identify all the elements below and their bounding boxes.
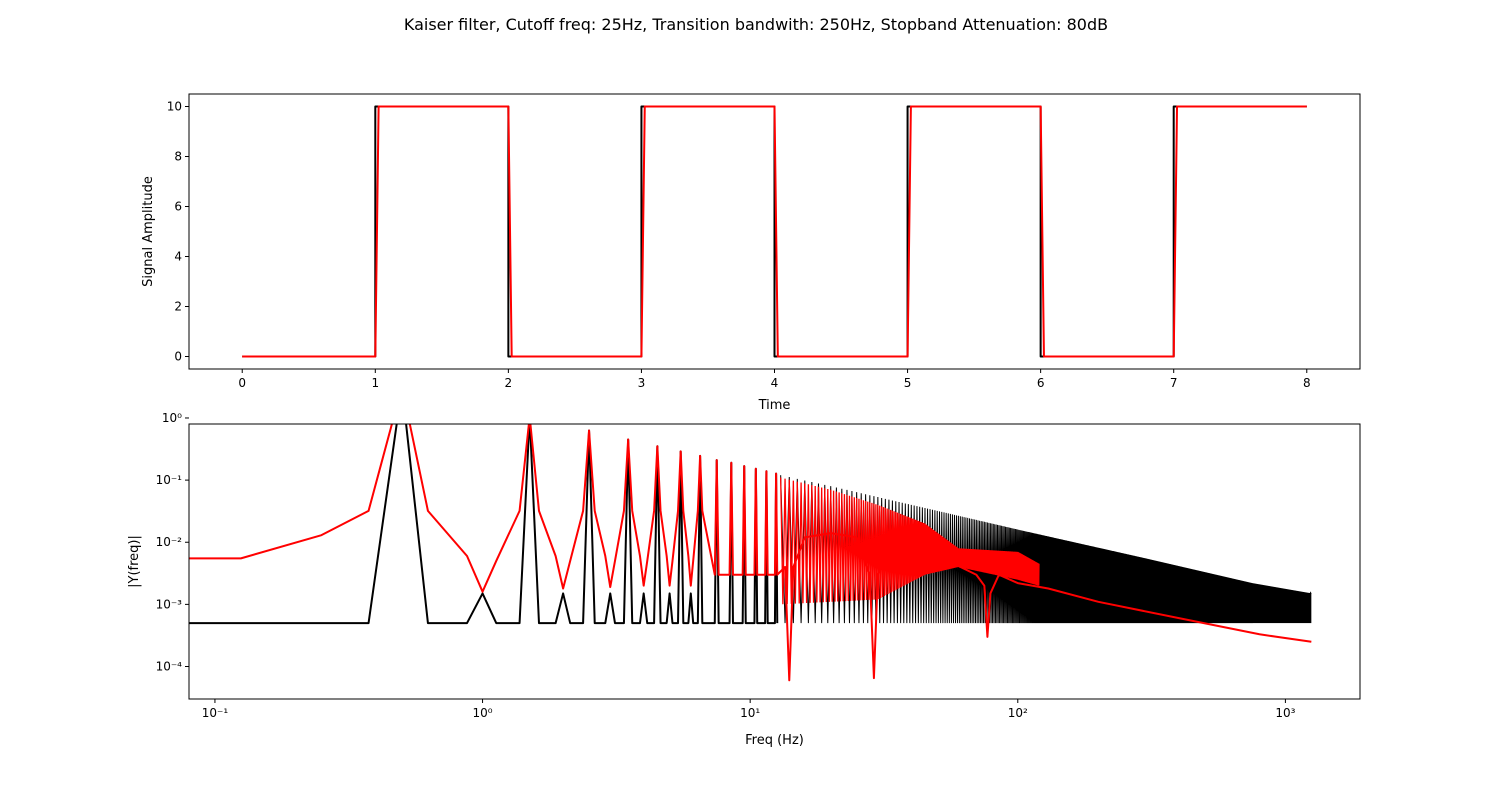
time-domain-xtick-label: 6 bbox=[1037, 376, 1045, 390]
frequency-domain-frame bbox=[188, 423, 1361, 700]
time-domain-plot-area bbox=[242, 105, 1307, 358]
frequency-domain-xtick-label: 10⁰ bbox=[473, 706, 493, 720]
time-domain-ytick-label: 4 bbox=[174, 250, 182, 264]
time-domain-ytick-label: 10 bbox=[167, 100, 182, 114]
time-domain-xtick-label: 0 bbox=[238, 376, 246, 390]
frequency-domain-xtick-label: 10⁻¹ bbox=[202, 706, 229, 720]
frequency-domain-xtick-label: 10² bbox=[1008, 706, 1028, 720]
original-spectrum-line bbox=[189, 424, 779, 625]
time-domain-ytick-label: 0 bbox=[174, 350, 182, 364]
filtered-signal-line bbox=[242, 105, 1307, 358]
frequency-domain-plot-area bbox=[189, 424, 1312, 682]
time-domain-xtick-label: 2 bbox=[505, 376, 513, 390]
time-domain-ytick-label: 2 bbox=[174, 300, 182, 314]
time-domain-xtick-label: 3 bbox=[638, 376, 646, 390]
time-domain-xtick-label: 4 bbox=[771, 376, 779, 390]
time-domain-xtick-label: 7 bbox=[1170, 376, 1178, 390]
original-spectrum-dense-band bbox=[780, 475, 1312, 624]
frequency-domain-ytick-label: 10⁻¹ bbox=[156, 473, 183, 487]
frequency-domain-ytick-label: 10⁰ bbox=[162, 411, 182, 425]
time-domain-xtick-label: 5 bbox=[904, 376, 912, 390]
original-spectrum-floor-band bbox=[1251, 593, 1312, 624]
filtered-spectrum-line bbox=[189, 424, 1312, 682]
frequency-domain-ytick-label: 10⁻⁴ bbox=[156, 660, 183, 674]
time-domain-ytick-label: 8 bbox=[174, 150, 182, 164]
figure-title: Kaiser filter, Cutoff freq: 25Hz, Transi… bbox=[404, 15, 1108, 34]
time-domain-xlabel: Time bbox=[758, 398, 791, 413]
frequency-domain-ytick-label: 10⁻² bbox=[156, 535, 183, 549]
time-domain-axes: 0 1 2 3 4 5 6 7 8 0 2 4 6 8 10 Time Signal Amplitude bbox=[141, 93, 1361, 413]
frequency-domain-axes: 10⁻¹ 10⁰ 10¹ 10² 10³ 10⁻⁴ 10⁻³ 10⁻² 10⁻¹ 10⁰ Freq… bbox=[127, 411, 1361, 748]
frequency-domain-ticks: 10⁻¹ 10⁰ 10¹ 10² 10³ 10⁻⁴ 10⁻³ 10⁻² 10⁻¹ 10⁰ bbox=[156, 411, 1296, 720]
time-domain-ticks: 0 1 2 3 4 5 6 7 8 0 2 4 6 8 10 bbox=[167, 100, 1311, 391]
time-domain-ylabel: Signal Amplitude bbox=[141, 176, 156, 287]
frequency-domain-xtick-label: 10³ bbox=[1275, 706, 1295, 720]
time-domain-xtick-label: 8 bbox=[1303, 376, 1311, 390]
frequency-domain-xtick-label: 10¹ bbox=[740, 706, 760, 720]
frequency-domain-xlabel: Freq (Hz) bbox=[745, 733, 804, 748]
time-domain-xtick-label: 1 bbox=[371, 376, 379, 390]
frequency-domain-ylabel: |Y(freq)| bbox=[127, 535, 142, 588]
time-domain-ytick-label: 6 bbox=[174, 200, 182, 214]
frequency-domain-ytick-label: 10⁻³ bbox=[156, 597, 183, 611]
